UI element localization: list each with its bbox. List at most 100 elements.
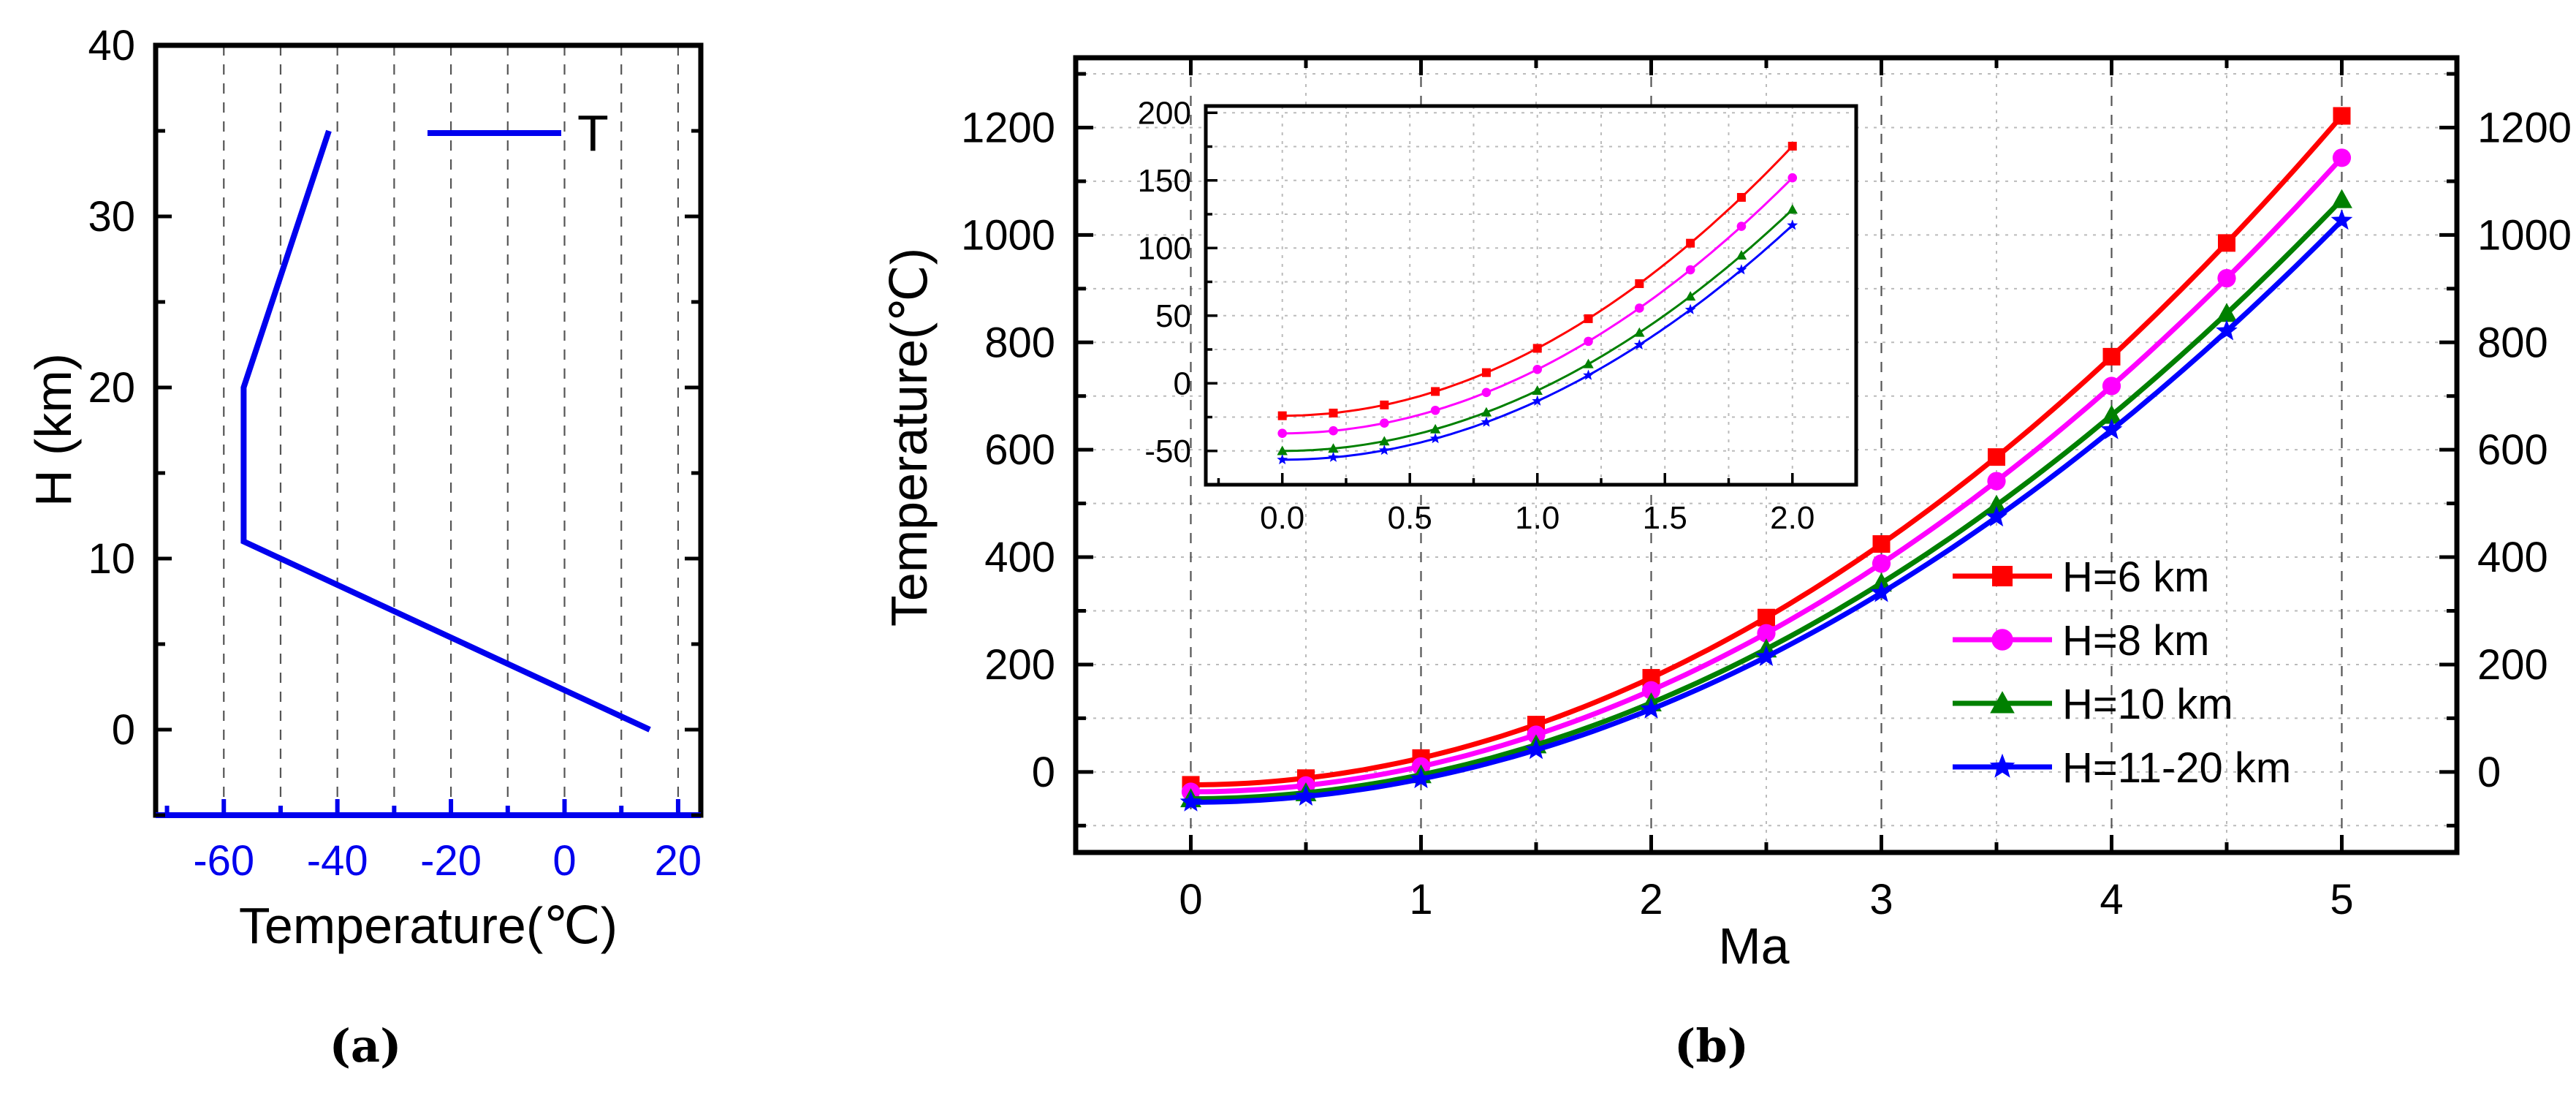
chart-b-inset-series-marker xyxy=(1787,173,1798,183)
chart-b-series-marker xyxy=(2218,234,2235,252)
chart-b-inset-series-marker xyxy=(1277,428,1288,438)
chart-b-series-marker xyxy=(2217,268,2236,288)
chart-a-x-tick-label: -20 xyxy=(420,837,482,885)
chart-b-inset-x-tick-labels: 0.0 0.5 1.0 1.5 2.0 xyxy=(1260,500,1815,536)
chart-b-series-marker xyxy=(2102,347,2121,366)
chart-a-x-tick-label: -40 xyxy=(307,837,368,885)
chart-a-y-tick-label: 40 xyxy=(88,22,135,69)
chart-b-y-tick-label: 200 xyxy=(984,641,1055,689)
chart-b-inset-y-tick-label: 150 xyxy=(1138,163,1191,199)
chart-b-inset-series-marker xyxy=(1379,436,1390,446)
chart-b-series-marker xyxy=(1641,681,1661,700)
chart-b-x-tick-labels: 0 1 2 3 4 5 xyxy=(1179,876,2353,923)
chart-a-panel-label: (a) xyxy=(330,1019,402,1073)
chart-b-series-marker xyxy=(1987,472,2006,491)
chart-b-inset-series xyxy=(1277,141,1798,465)
chart-b-x-axis-label: Ma xyxy=(1718,918,1789,975)
chart-a-plot-frame xyxy=(153,42,704,818)
chart-b-y-tick-label: 0 xyxy=(1032,749,1055,796)
chart-b-inset-series-marker xyxy=(1481,387,1492,398)
chart-b-right-y-tick-labels: 0 200 400 600 800 1000 1200 xyxy=(2477,104,2572,795)
chart-b-inset-series-marker xyxy=(1634,327,1645,337)
chart-a-series-line-t xyxy=(240,129,651,733)
chart-b-series-marker xyxy=(1758,608,1775,627)
chart-b-legend-label: H=10 km xyxy=(2062,681,2233,728)
chart-b-right-y-tick-label: 1200 xyxy=(2477,104,2572,151)
chart-b-panel-label: (b) xyxy=(1674,1019,1749,1073)
chart-b-legend-label: H=6 km xyxy=(2062,553,2209,601)
chart-b-inset-background xyxy=(1206,106,1856,485)
chart-b-inset-y-tick-label: -50 xyxy=(1144,434,1191,469)
chart-b-inset-series-4 xyxy=(1277,219,1798,465)
chart-b-inset-series-marker xyxy=(1429,433,1441,444)
chart-b-x-tick-label: 1 xyxy=(1409,876,1432,923)
chart-b-inset-series-marker xyxy=(1532,385,1543,395)
chart-a-y-tick-label: 20 xyxy=(88,364,135,412)
chart-b-x-tick-label: 5 xyxy=(2330,876,2353,923)
chart-b-series-marker xyxy=(2102,377,2121,396)
chart-a-y-tick-labels: 0 10 20 30 40 xyxy=(88,22,135,754)
chart-b-inset-x-tick-label: 1.0 xyxy=(1515,500,1559,536)
chart-b-inset-series-marker xyxy=(1583,369,1594,380)
chart-b-inset-series-marker xyxy=(1532,344,1542,353)
chart-b-x-tick-label: 2 xyxy=(1639,876,1663,923)
chart-b-inset-series-marker xyxy=(1429,423,1441,434)
chart-b-series-marker xyxy=(1870,581,1893,602)
chart-b-series-marker xyxy=(2216,303,2238,322)
chart-b-y-tick-label: 800 xyxy=(984,319,1055,366)
chart-b-inset-y-tick-label: 100 xyxy=(1138,230,1191,266)
chart-b-inset-series-marker xyxy=(1787,141,1797,151)
chart-b-x-tick-label: 4 xyxy=(2100,876,2123,923)
chart-b-inset-series-marker xyxy=(1736,250,1747,260)
chart-b-inset-series-marker xyxy=(1635,279,1644,288)
chart-b-series-marker xyxy=(1640,697,1663,719)
chart-b-series-1 xyxy=(1182,107,2351,794)
chart-a-x-tick-label: 0 xyxy=(552,837,576,885)
chart-b-series-marker xyxy=(1872,535,1891,553)
chart-a-y-tick-label: 0 xyxy=(112,706,135,754)
chart-b-series-marker xyxy=(1179,790,1202,812)
chart-b-inset-series-marker xyxy=(1277,411,1287,420)
chart-b-series-marker xyxy=(1986,505,2007,527)
chart-a-series xyxy=(240,129,651,733)
chart-a-y-axis-label: H (km) xyxy=(25,353,82,507)
chart-a-x-tick-label: 20 xyxy=(655,837,702,885)
chart-b-legend-label: H=11-20 km xyxy=(2062,744,2291,792)
chart-b-inset-series-3 xyxy=(1277,204,1798,455)
chart-b-inset-x-tick-label: 2.0 xyxy=(1770,500,1815,536)
chart-b-inset-series-marker xyxy=(1686,238,1695,248)
chart-b-y-tick-label: 1000 xyxy=(961,211,1055,259)
chart-b-ticks xyxy=(1074,58,2459,852)
chart-b-inset-ticks xyxy=(1206,111,1794,486)
chart-b-inset-series-marker xyxy=(1736,264,1747,275)
chart-b-inset-series-marker xyxy=(1380,418,1389,428)
chart-a-ticks xyxy=(156,43,701,818)
chart-b-inset-series-marker xyxy=(1277,445,1288,455)
chart-b-inset-series-marker xyxy=(1380,400,1389,409)
chart-b-series-marker xyxy=(1755,645,1777,666)
chart-b-y-axis-label: Temperature(℃) xyxy=(881,248,938,627)
chart-b-series-marker xyxy=(2330,209,2353,230)
chart-b-inset-series-marker xyxy=(1685,265,1695,275)
chart-b-inset-series-marker xyxy=(1684,303,1696,314)
chart-b-inset-series-marker xyxy=(1431,387,1440,396)
chart-b-legend-label: H=8 km xyxy=(2062,617,2209,665)
chart-b-y-tick-label: 600 xyxy=(984,426,1055,474)
chart-b-x-tick-label: 0 xyxy=(1179,876,1202,923)
chart-b-inset-series-marker xyxy=(1378,445,1390,455)
chart-b-series-marker xyxy=(1986,494,2007,514)
chart-b-series-2 xyxy=(1181,148,2352,801)
chart-b-inset-y-tick-label: 50 xyxy=(1155,298,1191,334)
chart-b-inset-series-marker xyxy=(1328,443,1339,453)
chart-b-legend: H=6 km H=8 km H=10 km H=11-20 km xyxy=(1953,553,2291,792)
chart-b-inset-frame xyxy=(1204,104,1858,487)
chart-b-series-marker xyxy=(1410,767,1432,789)
chart-b-y-tick-label: 400 xyxy=(984,534,1055,581)
chart-b-series-marker xyxy=(2332,148,2352,167)
chart-b-series-marker xyxy=(1295,784,1317,806)
chart-b-legend-marker xyxy=(1989,753,2015,778)
chart-b-series-marker xyxy=(1872,554,1891,573)
chart-b-right-y-tick-label: 0 xyxy=(2477,749,2501,796)
chart-b-inset-series-marker xyxy=(1583,358,1594,368)
